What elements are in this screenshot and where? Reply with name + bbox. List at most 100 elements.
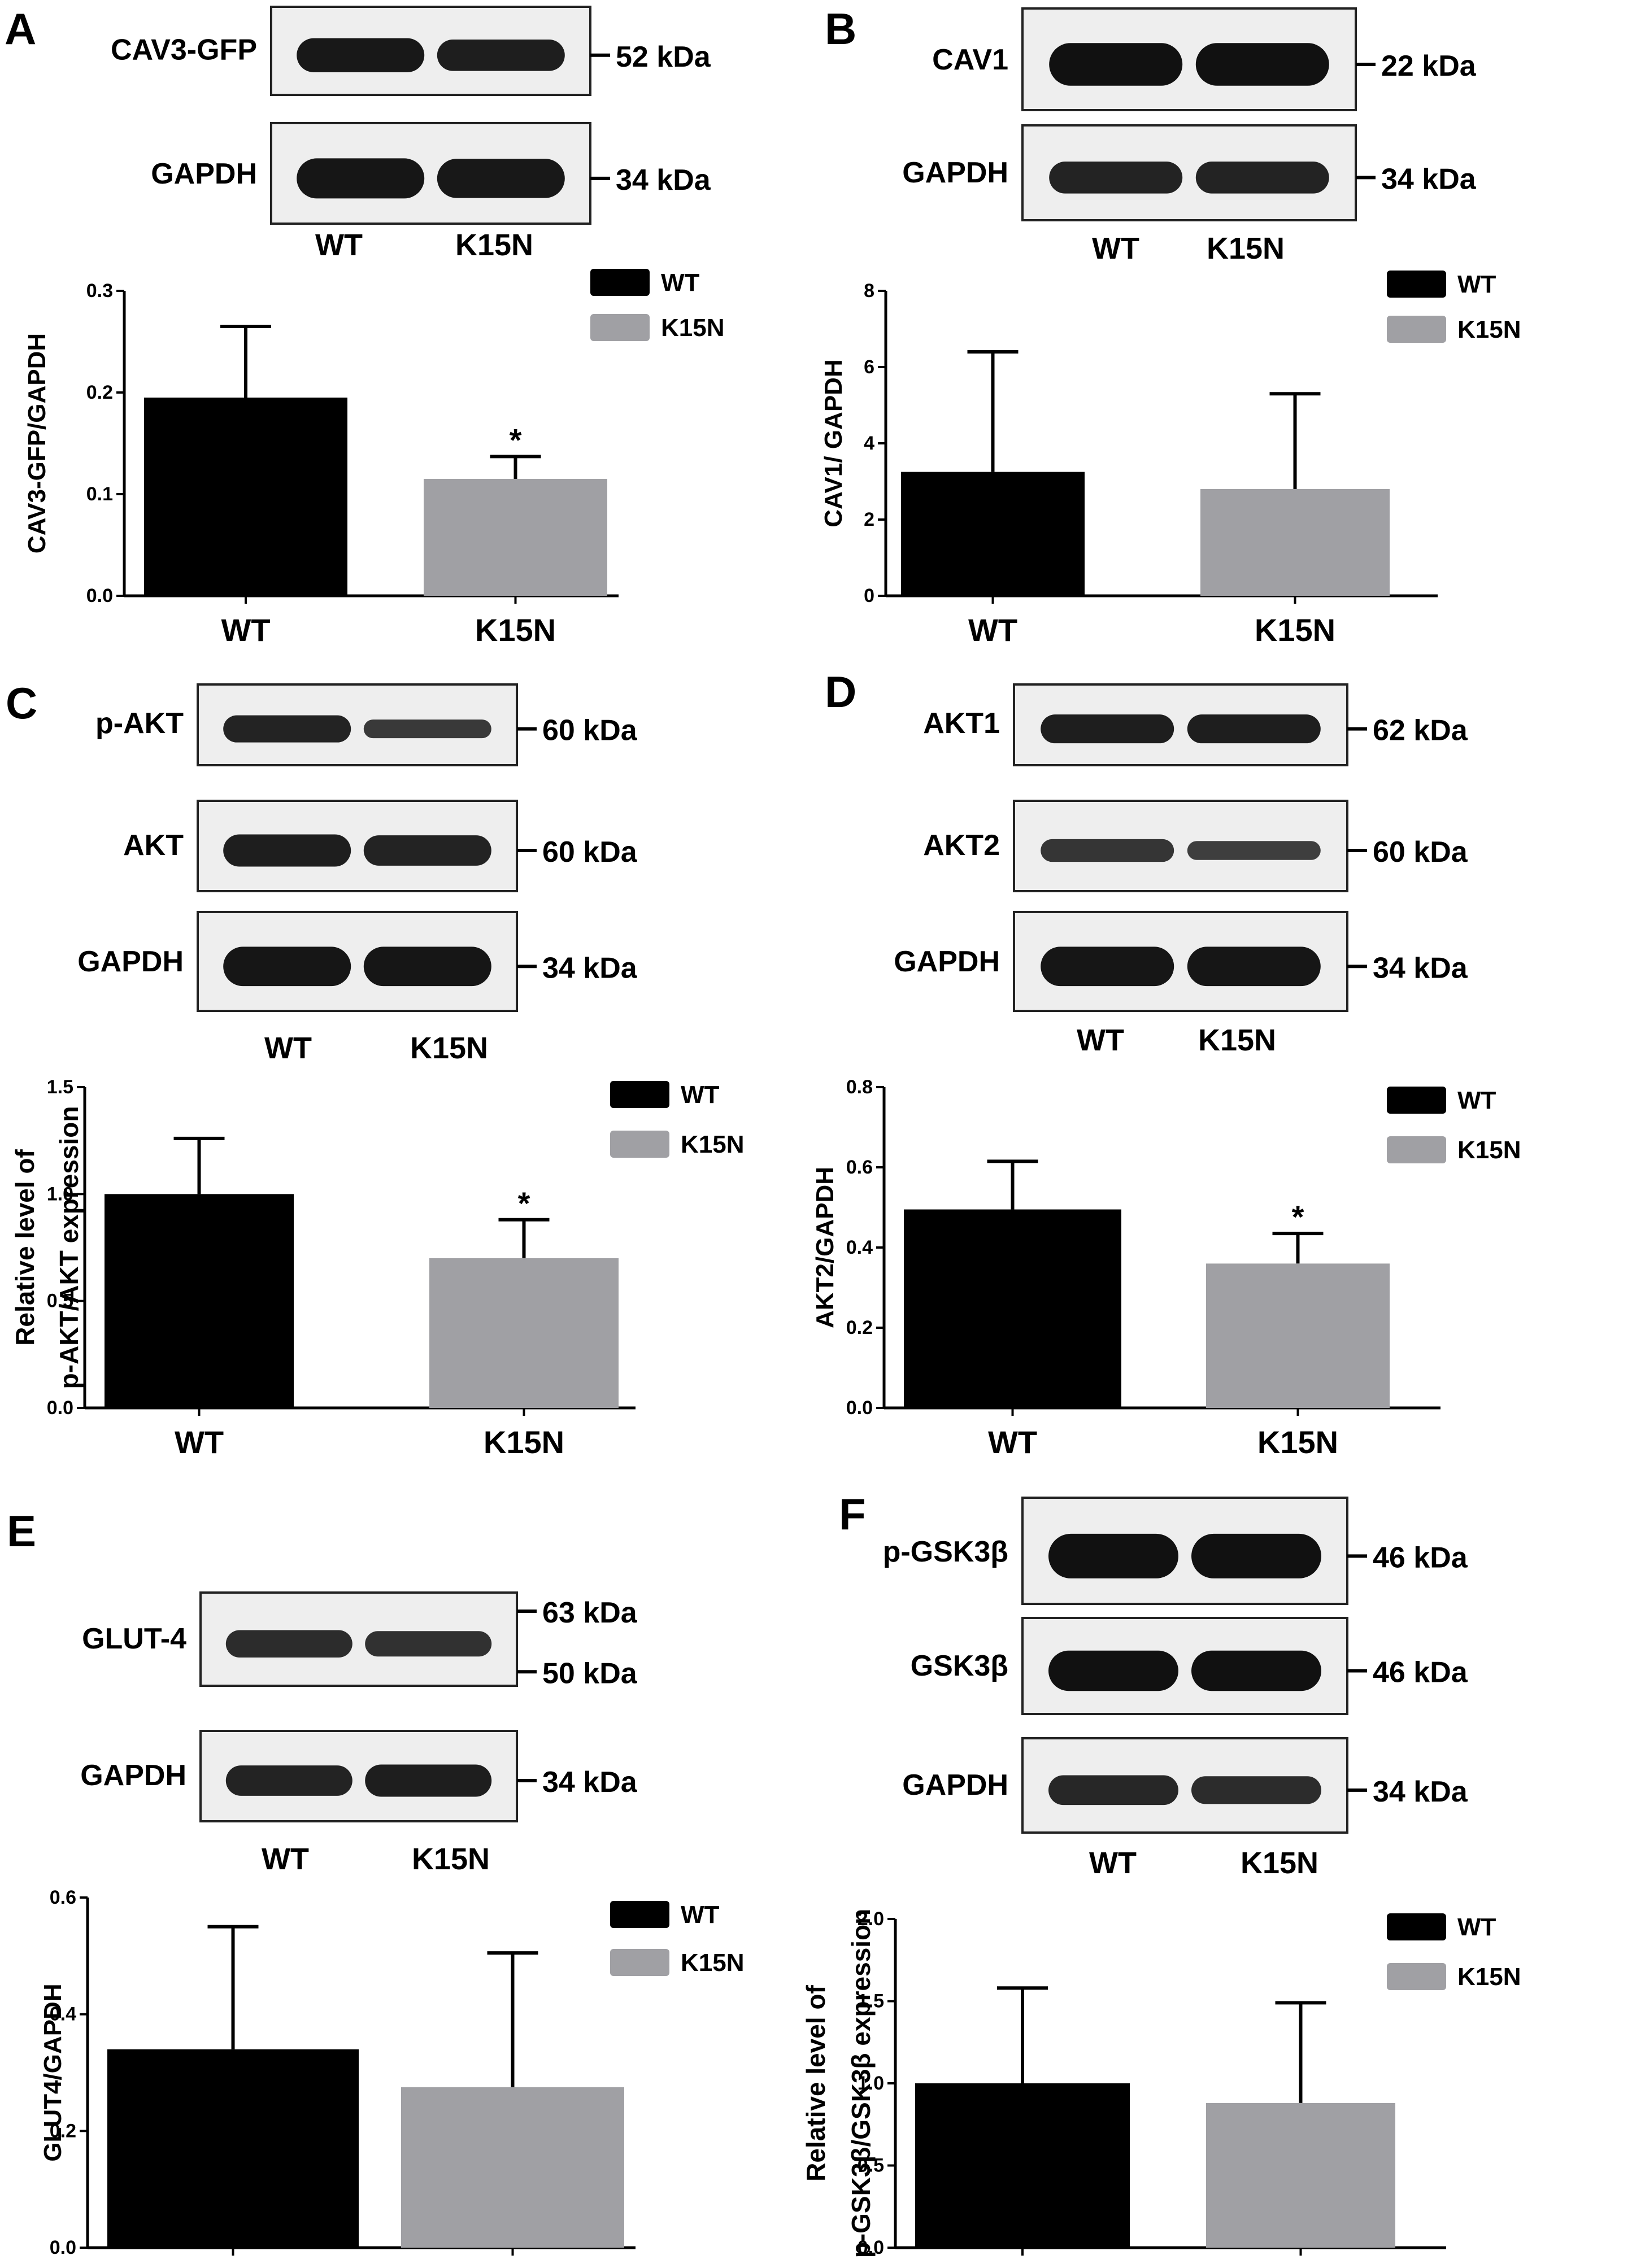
bar-k15n xyxy=(1200,489,1390,596)
marker-label: 46 kDa xyxy=(1373,1656,1468,1689)
protein-band xyxy=(365,1764,492,1797)
protein-band xyxy=(363,719,491,739)
lane-label: K15N xyxy=(1207,232,1285,265)
bar-wt xyxy=(105,1194,294,1408)
x-tick-label: K15N xyxy=(1257,1424,1338,1460)
blot-label: p-AKT xyxy=(95,707,184,740)
blot-cav3-gfp: CAV3-GFP 52 kDa xyxy=(111,6,711,96)
y-axis-label: CAV1/ GAPDH xyxy=(820,359,847,527)
bar-k15n xyxy=(424,479,607,596)
protein-band xyxy=(1049,162,1183,194)
blot-label: GAPDH xyxy=(894,945,1000,978)
y-tick-label: 1.0 xyxy=(47,1183,73,1205)
legend-label: WT xyxy=(1457,1087,1496,1114)
marker-label: 63 kDa xyxy=(542,1597,638,1629)
blot-label: GAPDH xyxy=(902,1769,1008,1802)
y-tick-label: 0.6 xyxy=(846,1157,873,1178)
x-tick-label: K15N xyxy=(472,2264,553,2268)
y-tick-label: 0.2 xyxy=(86,382,113,403)
marker-label: 34 kDa xyxy=(1373,952,1468,984)
x-tick-label: WT xyxy=(968,612,1017,648)
legend-label: WT xyxy=(661,269,700,296)
marker-label: 52 kDa xyxy=(616,41,711,73)
y-tick-label: 1.0 xyxy=(858,2073,884,2094)
y-tick-label: 0.0 xyxy=(86,585,113,607)
x-tick-label: WT xyxy=(221,612,270,648)
lane-label: K15N xyxy=(412,1842,490,1876)
x-tick-label: WT xyxy=(998,2264,1047,2268)
bar-wt xyxy=(915,2083,1130,2248)
marker-label: 60 kDa xyxy=(542,714,638,747)
y-tick-label: 8 xyxy=(864,280,874,302)
panel-letter: C xyxy=(6,678,37,728)
blot-gapdh: GAPDH 34 kDa xyxy=(80,1730,638,1822)
y-tick-label: 0.4 xyxy=(846,1237,873,1258)
legend-label: K15N xyxy=(1457,1963,1521,1991)
y-tick-label: 0.4 xyxy=(50,2004,76,2025)
legend-swatch xyxy=(610,1081,669,1108)
chart-f: 0.0 0.5 1.0 1.5 2.0 WT K15N WT K15N Relative leve… xyxy=(801,1908,1521,2268)
x-tick-label: K15N xyxy=(475,612,556,648)
y-tick-label: 0.0 xyxy=(50,2237,76,2258)
legend-swatch xyxy=(1387,316,1446,343)
protein-band xyxy=(1048,1533,1178,1578)
y-tick-label: 4 xyxy=(864,433,874,454)
marker-label: 34 kDa xyxy=(616,164,711,197)
y-tick-label: 0.8 xyxy=(846,1076,873,1098)
lane-label: WT xyxy=(262,1842,309,1876)
blot-gapdh: GAPDH 34 kDa xyxy=(151,122,711,225)
blot-gapdh: GAPDH 34 kDa xyxy=(77,911,638,1012)
significance-star: * xyxy=(518,1185,530,1221)
lane-label: WT xyxy=(1089,1846,1137,1880)
legend-label: K15N xyxy=(681,1949,745,1977)
legend-label: WT xyxy=(1457,1913,1496,1941)
legend-swatch xyxy=(610,1949,669,1976)
bar-wt xyxy=(901,472,1085,596)
significance-star: * xyxy=(510,422,522,457)
chart-e: 0.0 0.2 0.4 0.6 WT K15N WT K15N GLUT4/GAPDH xyxy=(39,1887,745,2268)
legend-label: WT xyxy=(681,1081,720,1109)
bar-wt xyxy=(904,1209,1121,1408)
blot-cav1: CAV1 22 kDa xyxy=(932,7,1477,111)
blot-label: GAPDH xyxy=(80,1759,186,1792)
blot-gapdh: GAPDH 34 kDa xyxy=(902,124,1477,221)
marker-label: 34 kDa xyxy=(542,952,638,984)
protein-band xyxy=(223,715,351,743)
marker-label: 34 kDa xyxy=(542,1766,638,1799)
protein-band xyxy=(1195,43,1329,86)
lane-label: WT xyxy=(1092,232,1139,265)
protein-band xyxy=(1187,841,1321,860)
protein-band xyxy=(437,39,565,71)
protein-band xyxy=(225,1765,352,1796)
panel-letter: F xyxy=(839,1489,866,1539)
bar-k15n xyxy=(1206,1263,1390,1408)
x-tick-label: K15N xyxy=(484,1424,564,1460)
blot-p-gsk3-: p-GSK3β 46 kDa xyxy=(883,1497,1468,1605)
lane-label: K15N xyxy=(410,1031,488,1065)
panel-b: B CAV1 22 kDa GAPDH 34 kDa WT K15N 0 2 4 6 8 WT K15N W… xyxy=(820,4,1521,648)
bar-wt xyxy=(107,2049,359,2248)
legend-label: WT xyxy=(681,1901,720,1929)
x-tick-label: K15N xyxy=(1255,612,1335,648)
legend-label: K15N xyxy=(1457,1136,1521,1164)
blot-gapdh: GAPDH 34 kDa xyxy=(894,911,1468,1012)
blot-label: GAPDH xyxy=(902,156,1008,189)
y-axis-label: Relative level of xyxy=(10,1149,40,1345)
marker-label: 34 kDa xyxy=(1373,1776,1468,1808)
blot-label: AKT1 xyxy=(923,707,1000,740)
legend-swatch xyxy=(1387,1963,1446,1990)
legend-swatch xyxy=(1387,1913,1446,1940)
panel-letter: B xyxy=(825,4,856,54)
blot-label: AKT xyxy=(123,829,184,862)
y-tick-label: 0.0 xyxy=(846,1397,873,1419)
y-tick-label: 0.6 xyxy=(50,1887,76,1908)
blot-label: GAPDH xyxy=(151,158,257,190)
lane-label: WT xyxy=(315,228,363,262)
marker-label: 22 kDa xyxy=(1381,50,1477,82)
blot-gapdh: GAPDH 34 kDa xyxy=(902,1737,1468,1834)
y-tick-label: 0.0 xyxy=(47,1397,73,1419)
chart-d: 0.0 0.2 0.4 0.6 0.8 WT * K15N WT K15N AKT2/GAPDH xyxy=(811,1076,1521,1460)
